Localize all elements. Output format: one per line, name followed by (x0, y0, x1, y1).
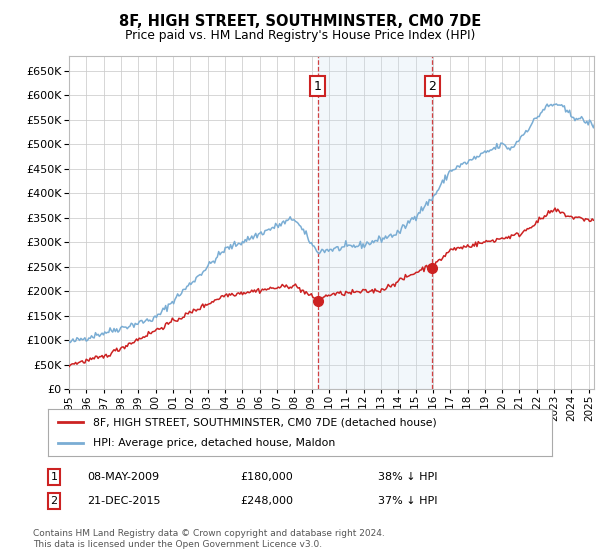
Text: 21-DEC-2015: 21-DEC-2015 (87, 496, 161, 506)
Text: 8F, HIGH STREET, SOUTHMINSTER, CM0 7DE: 8F, HIGH STREET, SOUTHMINSTER, CM0 7DE (119, 14, 481, 29)
Text: £248,000: £248,000 (240, 496, 293, 506)
Text: 8F, HIGH STREET, SOUTHMINSTER, CM0 7DE (detached house): 8F, HIGH STREET, SOUTHMINSTER, CM0 7DE (… (94, 417, 437, 427)
Text: 2: 2 (428, 80, 436, 93)
Text: HPI: Average price, detached house, Maldon: HPI: Average price, detached house, Mald… (94, 438, 335, 448)
Text: 08-MAY-2009: 08-MAY-2009 (87, 472, 159, 482)
Text: 1: 1 (314, 80, 322, 93)
Text: 38% ↓ HPI: 38% ↓ HPI (378, 472, 437, 482)
Text: 2: 2 (50, 496, 58, 506)
Text: 1: 1 (50, 472, 58, 482)
Text: Price paid vs. HM Land Registry's House Price Index (HPI): Price paid vs. HM Land Registry's House … (125, 29, 475, 42)
Text: 37% ↓ HPI: 37% ↓ HPI (378, 496, 437, 506)
Bar (317, 56, 433, 389)
Text: Contains HM Land Registry data © Crown copyright and database right 2024.
This d: Contains HM Land Registry data © Crown c… (33, 529, 385, 549)
Text: £180,000: £180,000 (240, 472, 293, 482)
